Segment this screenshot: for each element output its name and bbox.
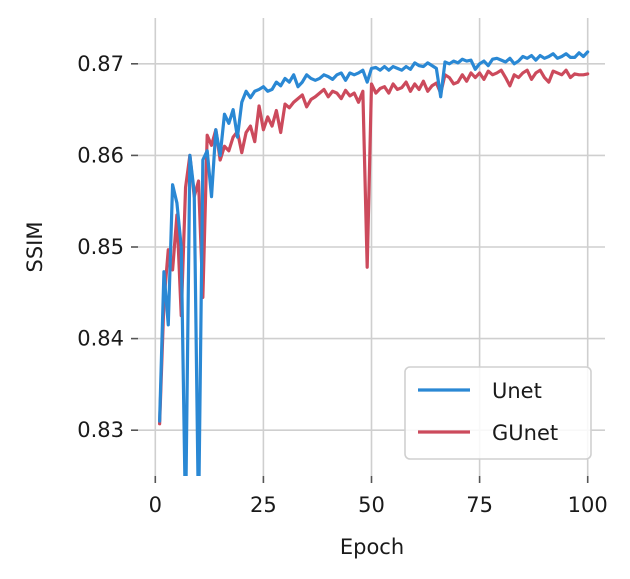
x-tick-label: 25 <box>250 493 277 517</box>
series-line-unet <box>158 50 590 476</box>
series-line-gunet <box>158 68 590 426</box>
y-tick-label: 0.87 <box>77 52 124 76</box>
x-tick-label: 0 <box>149 493 162 517</box>
legend-label-unet: Unet <box>492 379 542 403</box>
y-axis-label: SSIM <box>23 222 47 273</box>
series-group <box>158 50 590 476</box>
x-tick-label: 75 <box>466 493 493 517</box>
y-tick-label: 0.85 <box>77 235 124 259</box>
y-tick-label: 0.86 <box>77 143 124 167</box>
x-tick-label: 100 <box>568 493 608 517</box>
y-tick-label: 0.84 <box>77 327 124 351</box>
x-tick-label: 50 <box>358 493 385 517</box>
legend: Unet GUnet <box>404 366 592 460</box>
y-tick-label: 0.83 <box>77 418 124 442</box>
x-axis-label: Epoch <box>340 535 404 559</box>
legend-label-gunet: GUnet <box>492 421 558 445</box>
axis-ticks: 0 25 50 75 100 0.83 0.84 0.85 0.86 0.87 <box>77 52 608 517</box>
